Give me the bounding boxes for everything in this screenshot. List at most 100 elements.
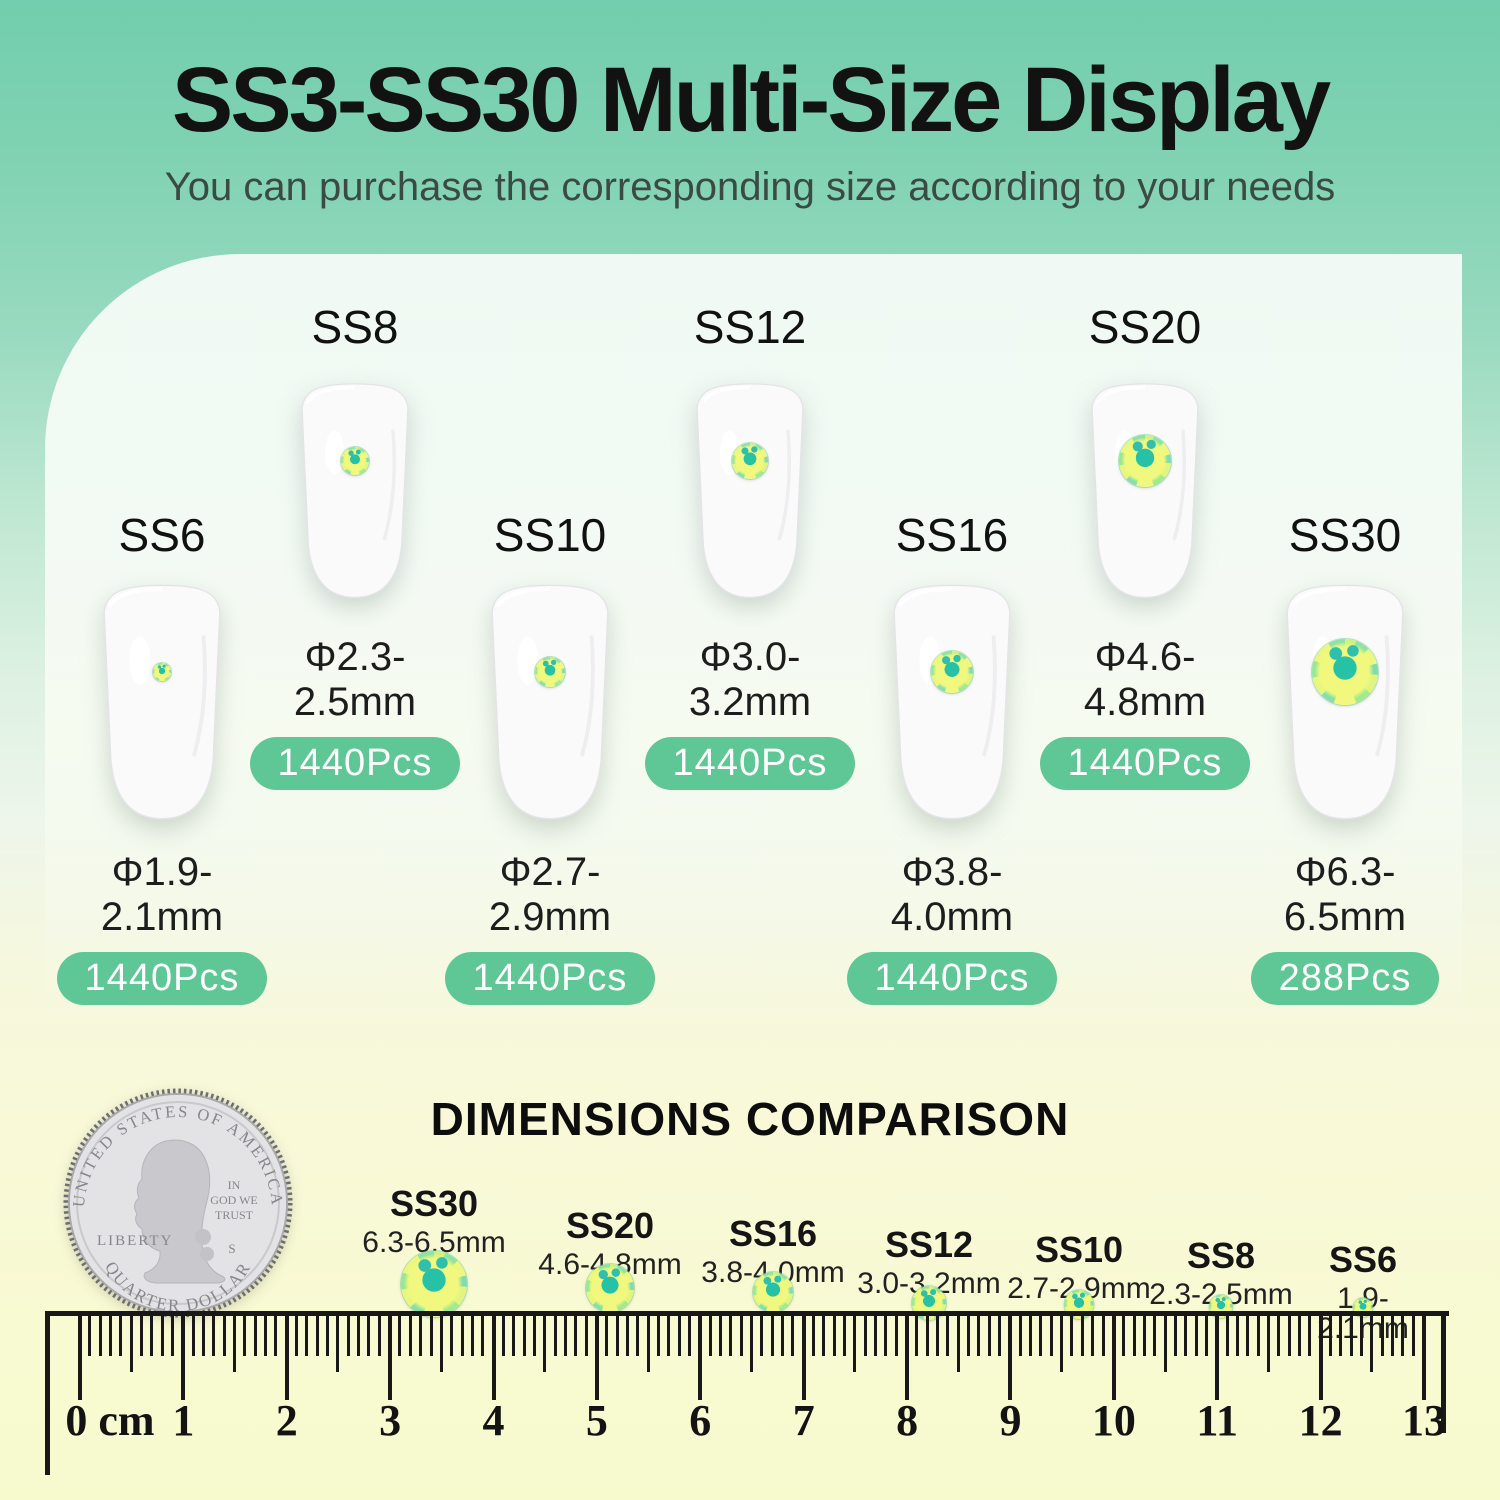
ruler-tick bbox=[336, 1316, 340, 1372]
ruler-tick bbox=[956, 1316, 960, 1372]
compare-label: SS12 bbox=[884, 1224, 974, 1265]
ruler-top-edge bbox=[45, 1311, 1449, 1316]
rhinestone-icon bbox=[931, 650, 973, 693]
ruler-tick bbox=[212, 1316, 216, 1356]
compare-label: SS8 bbox=[1186, 1235, 1256, 1276]
ruler-tick bbox=[1029, 1316, 1033, 1356]
ruler-tick bbox=[708, 1316, 712, 1356]
ruler-tick bbox=[429, 1316, 433, 1356]
count-badge: 288Pcs bbox=[1250, 952, 1440, 1005]
nail-tip-shape bbox=[301, 383, 409, 599]
ruler-tick bbox=[677, 1316, 681, 1356]
diameter-spec: Φ4.6-4.8mm bbox=[1083, 635, 1207, 724]
ruler-tick bbox=[781, 1316, 784, 1356]
ruler-tick bbox=[460, 1316, 464, 1356]
rhinestone-icon bbox=[153, 662, 171, 681]
ruler-tick bbox=[532, 1316, 536, 1356]
ruler-tick bbox=[801, 1316, 806, 1400]
count-badge: 1440Pcs bbox=[846, 952, 1058, 1005]
compare-ss30: SS30 6.3-6.5mm bbox=[362, 1186, 505, 1258]
ruler-tick bbox=[284, 1316, 289, 1400]
ruler-tick bbox=[1422, 1316, 1426, 1400]
ruler-tick bbox=[253, 1316, 257, 1356]
ruler-tick bbox=[150, 1316, 154, 1356]
size-label: SS30 bbox=[1288, 509, 1402, 561]
coin-mint-mark: S bbox=[228, 1241, 235, 1256]
diameter-spec: Φ3.8-4.0mm bbox=[890, 850, 1014, 939]
ruler-tick bbox=[1008, 1316, 1013, 1400]
ruler-tick bbox=[264, 1316, 268, 1356]
nail-tip-image bbox=[280, 364, 430, 619]
nail-sample-ss16: SS16 Φ3.8-4.0mm 1440Pcs bbox=[842, 508, 1062, 1005]
ruler-tick bbox=[636, 1316, 640, 1356]
nail-sample-ss12: SS12 Φ3.0-3.2mm 1440Pcs bbox=[640, 300, 860, 790]
compare-label: SS30 bbox=[389, 1183, 479, 1224]
coin-motto-line2: GOD WE bbox=[210, 1193, 257, 1207]
page-title: SS3-SS30 Multi-Size Display bbox=[171, 49, 1331, 151]
ruler-number: 10 bbox=[1091, 1396, 1136, 1445]
header: SS3-SS30 Multi-Size Display You can purc… bbox=[0, 52, 1500, 210]
ruler-tick bbox=[1194, 1316, 1198, 1356]
ruler-tick bbox=[1225, 1316, 1229, 1356]
ruler-tick bbox=[1132, 1316, 1136, 1356]
ruler-number: 7 bbox=[792, 1396, 815, 1445]
ruler-tick bbox=[326, 1316, 330, 1356]
diameter-spec: Φ6.3-6.5mm bbox=[1283, 850, 1407, 939]
ruler-tick bbox=[1256, 1316, 1260, 1356]
ruler-tick bbox=[1122, 1316, 1126, 1356]
ruler-tick bbox=[998, 1316, 1002, 1356]
size-label: SS8 bbox=[311, 301, 399, 353]
ruler-tick bbox=[1215, 1316, 1220, 1400]
ruler-tick bbox=[78, 1316, 82, 1400]
size-label: SS20 bbox=[1088, 301, 1202, 353]
ruler-tick bbox=[408, 1316, 412, 1356]
ruler-tick bbox=[88, 1316, 92, 1356]
count-badge: 1440Pcs bbox=[644, 737, 856, 790]
ruler-tick bbox=[687, 1316, 691, 1356]
ruler-number: 8 bbox=[896, 1396, 919, 1445]
ruler-tick bbox=[439, 1316, 443, 1372]
ruler-tick bbox=[398, 1316, 402, 1356]
coin-liberty-text: LIBERTY bbox=[97, 1233, 173, 1249]
ruler-tick bbox=[1070, 1316, 1074, 1356]
ruler-number: 0 cm bbox=[65, 1396, 155, 1445]
ruler-tick bbox=[202, 1316, 206, 1356]
ruler-tick bbox=[884, 1316, 888, 1356]
ruler-tick bbox=[925, 1316, 929, 1356]
ruler-number: 5 bbox=[585, 1396, 608, 1445]
compare-ss10: SS10 2.7-2.9mm bbox=[1007, 1232, 1150, 1304]
nail-tip-shape bbox=[893, 584, 1011, 820]
ruler-tick bbox=[553, 1316, 557, 1356]
ruler-tick bbox=[594, 1316, 599, 1400]
ruler-tick bbox=[1308, 1316, 1312, 1356]
ruler-tick bbox=[233, 1316, 237, 1372]
ruler-tick bbox=[936, 1316, 940, 1356]
ruler-tick bbox=[295, 1316, 299, 1356]
ruler-tick bbox=[1080, 1316, 1084, 1356]
nail-tip-shape bbox=[1091, 383, 1199, 599]
ruler-tick bbox=[305, 1316, 309, 1356]
ruler-right-edge bbox=[1441, 1311, 1446, 1433]
ruler-tick bbox=[522, 1316, 526, 1356]
ruler-tick bbox=[346, 1316, 350, 1356]
ruler-tick bbox=[1390, 1316, 1394, 1356]
ruler-tick bbox=[1091, 1316, 1095, 1356]
ruler-tick bbox=[563, 1316, 567, 1356]
ruler-tick bbox=[750, 1316, 753, 1372]
ruler-tick bbox=[615, 1316, 619, 1356]
size-label: SS12 bbox=[693, 301, 807, 353]
nail-sample-ss8: SS8 Φ2.3-2.5mm 1440Pcs bbox=[245, 300, 465, 790]
count-badge: 1440Pcs bbox=[249, 737, 461, 790]
ruler-tick bbox=[1370, 1316, 1374, 1372]
ruler-tick bbox=[171, 1316, 175, 1356]
page-subtitle: You can purchase the corresponding size … bbox=[164, 164, 1336, 209]
ruler-tick bbox=[1277, 1316, 1281, 1356]
ruler-tick bbox=[770, 1316, 774, 1356]
compare-label: SS16 bbox=[728, 1213, 818, 1254]
diameter-spec: Φ2.7-2.9mm bbox=[488, 850, 612, 939]
ruler-tick bbox=[181, 1316, 186, 1400]
ruler-tick bbox=[863, 1316, 867, 1356]
count-badge: 1440Pcs bbox=[56, 952, 268, 1005]
ruler-tick bbox=[1318, 1316, 1323, 1400]
compare-label: SS6 bbox=[1328, 1239, 1398, 1280]
